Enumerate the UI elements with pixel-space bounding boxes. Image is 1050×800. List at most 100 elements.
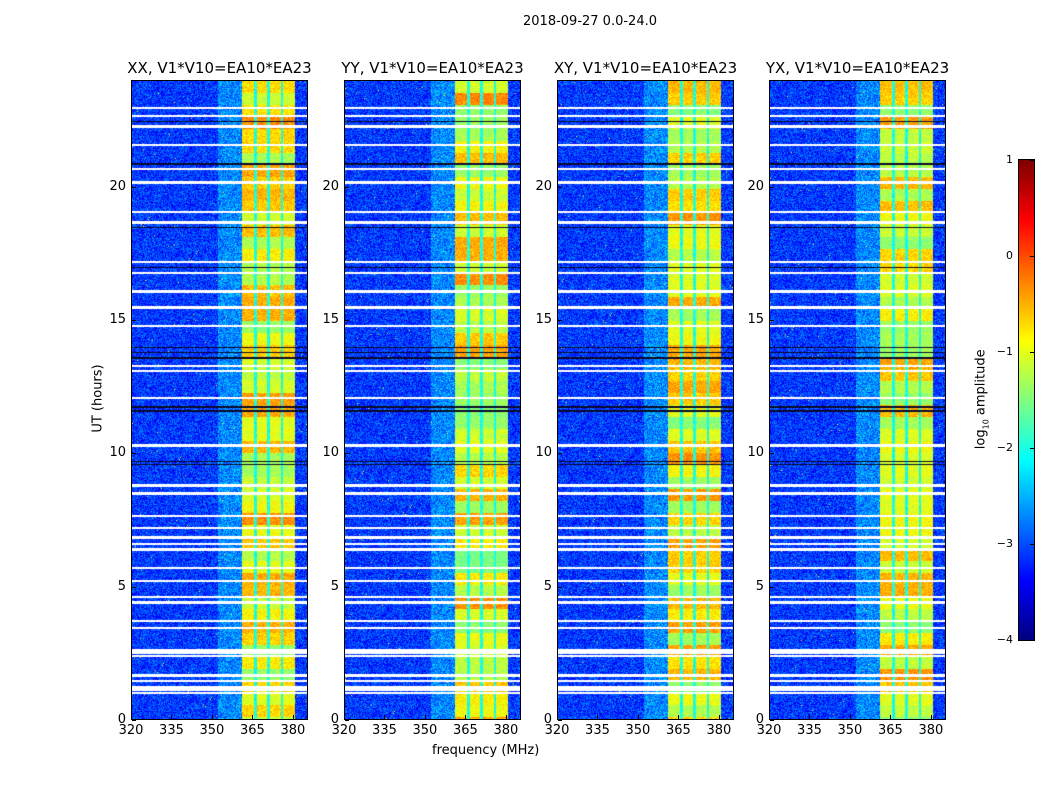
x-tick-mark [131, 715, 132, 719]
x-tick-mark [637, 715, 639, 719]
y-tick-mark [132, 453, 136, 455]
x-tick-mark [465, 715, 467, 719]
spectrogram-heatmap [132, 81, 307, 719]
colorbar-tick-label: −2 [996, 441, 1013, 454]
x-tick-mark [849, 715, 851, 719]
y-tick-label: 20 [747, 178, 764, 194]
x-tick-label: 320 [118, 723, 144, 738]
x-tick-label: 350 [837, 723, 863, 738]
y-tick-label: 20 [322, 178, 339, 194]
y-tick-mark [558, 720, 562, 721]
x-tick-label: 350 [412, 723, 438, 738]
y-tick-label: 5 [755, 578, 764, 594]
spectrogram-heatmap [558, 81, 733, 719]
x-tick-mark [344, 715, 345, 719]
y-tick-mark [558, 453, 562, 455]
x-tick-label: 320 [756, 723, 782, 738]
panel-title: YX, V1*V10=EA10*EA23 [765, 59, 950, 77]
x-tick-mark [769, 715, 770, 719]
x-tick-mark [597, 715, 599, 719]
y-tick-mark [770, 186, 774, 188]
x-tick-mark [171, 715, 173, 719]
x-tick-mark [252, 715, 254, 719]
x-tick-mark [424, 715, 426, 719]
y-tick-mark [132, 186, 136, 188]
y-axis-label: UT (hours) [90, 364, 106, 433]
y-tick-label: 15 [322, 312, 339, 327]
colorbar-tick-mark [1030, 448, 1034, 449]
y-tick-mark [345, 720, 349, 721]
y-tick-label: 0 [755, 712, 764, 727]
x-tick-label: 350 [199, 723, 225, 738]
spectrogram-heatmap [770, 81, 945, 719]
y-tick-label: 5 [330, 578, 339, 594]
y-tick-mark [770, 320, 774, 321]
y-tick-mark [345, 586, 349, 588]
y-tick-label: 5 [117, 578, 126, 594]
x-tick-label: 365 [665, 723, 691, 738]
colorbar-tick-label: 1 [1006, 153, 1013, 166]
y-tick-mark [558, 586, 562, 588]
x-tick-label: 380 [918, 723, 944, 738]
spectrogram-panel [769, 80, 946, 720]
colorbar-label-rest: amplitude [973, 349, 989, 420]
x-tick-label: 335 [372, 723, 397, 738]
x-tick-label: 335 [797, 723, 822, 738]
panel-title: YY, V1*V10=EA10*EA23 [341, 59, 524, 77]
x-tick-mark [292, 715, 294, 719]
x-tick-label: 335 [159, 723, 184, 738]
figure-title: 2018-09-27 0.0-24.0 [523, 14, 657, 29]
y-tick-mark [345, 320, 349, 321]
x-tick-mark [809, 715, 811, 719]
x-tick-mark [557, 715, 558, 719]
x-tick-label: 380 [493, 723, 519, 738]
y-tick-label: 0 [330, 712, 339, 727]
colorbar [1018, 159, 1035, 641]
colorbar-label-sub: 10 [981, 419, 991, 430]
colorbar-tick-mark [1030, 160, 1034, 161]
y-tick-mark [770, 720, 774, 721]
colorbar-tick-label: −1 [996, 345, 1013, 358]
panel-title: XX, V1*V10=EA10*EA23 [127, 59, 312, 77]
x-tick-mark [718, 715, 720, 719]
x-tick-mark [384, 715, 386, 719]
x-tick-mark [211, 715, 213, 719]
y-tick-mark [770, 453, 774, 455]
colorbar-tick-mark [1030, 352, 1034, 353]
y-tick-label: 0 [543, 712, 552, 727]
y-tick-label: 0 [117, 712, 126, 727]
colorbar-tick-label: −3 [996, 537, 1013, 550]
x-tick-mark [890, 715, 892, 719]
x-tick-label: 335 [585, 723, 610, 738]
y-tick-mark [558, 320, 562, 321]
y-tick-label: 20 [535, 178, 552, 194]
y-tick-mark [345, 186, 349, 188]
y-tick-label: 15 [109, 312, 126, 327]
colorbar-tick-mark [1030, 544, 1034, 545]
y-tick-label: 15 [747, 312, 764, 327]
colorbar-tick-label: −4 [996, 633, 1013, 646]
x-tick-label: 380 [706, 723, 732, 738]
spectrogram-panel [131, 80, 308, 720]
x-tick-mark [505, 715, 507, 719]
x-tick-label: 320 [544, 723, 570, 738]
y-tick-label: 10 [535, 445, 552, 461]
y-tick-mark [132, 320, 136, 321]
y-tick-label: 20 [109, 178, 126, 194]
y-tick-mark [558, 186, 562, 188]
spectrogram-heatmap [345, 81, 520, 719]
y-tick-label: 15 [535, 312, 552, 327]
x-tick-mark [930, 715, 932, 719]
spectrogram-panel [557, 80, 734, 720]
x-tick-label: 365 [239, 723, 265, 738]
x-tick-label: 380 [280, 723, 306, 738]
x-tick-label: 320 [331, 723, 357, 738]
y-tick-label: 10 [747, 445, 764, 461]
y-tick-mark [132, 720, 136, 721]
x-tick-label: 365 [877, 723, 903, 738]
colorbar-tick-label: 0 [1006, 249, 1013, 262]
x-tick-label: 365 [452, 723, 478, 738]
y-tick-mark [345, 453, 349, 455]
y-tick-mark [132, 586, 136, 588]
